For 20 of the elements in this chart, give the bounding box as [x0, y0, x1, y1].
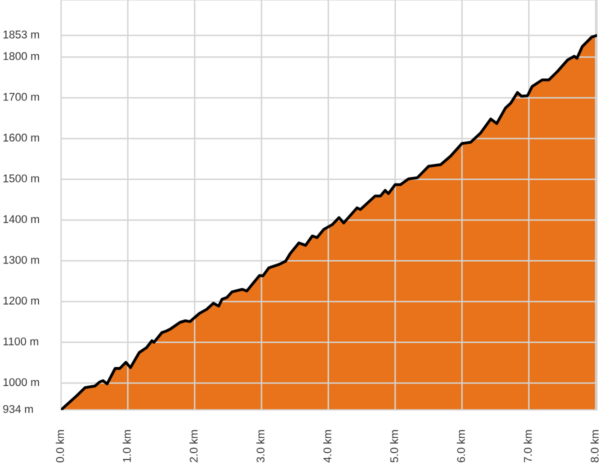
y-tick-label: 1000 m — [4, 378, 39, 386]
y-tick-label: 1400 m — [4, 215, 39, 224]
y-tick-label: 1200 m — [4, 296, 39, 305]
x-tick-label: 7.0 km — [524, 430, 532, 462]
x-tick-label: 8.0 km — [590, 430, 599, 462]
x-tick-label: 4.0 km — [323, 430, 332, 463]
x-tick-label: 5.0 km — [390, 430, 398, 462]
y-tick-label: 1500 m — [4, 174, 39, 182]
y-tick-label: 1300 m — [4, 256, 39, 264]
x-tick-label: 0.0 km — [56, 430, 64, 462]
y-tick-label: 1800 m — [4, 52, 39, 60]
y-tick-label: 1600 m — [4, 134, 39, 142]
x-tick-label: 3.0 km — [256, 430, 264, 462]
y-tick-label: 1853 m — [4, 30, 39, 38]
x-tick-label: 1.0 km — [122, 430, 131, 462]
x-tick-label: 2.0 km — [189, 430, 198, 462]
y-tick-label: 934 m — [3, 405, 33, 413]
x-tick-label: 6.0 km — [456, 430, 465, 462]
y-tick-label: 1100 m — [4, 337, 38, 346]
y-tick-label: 1700 m — [4, 92, 39, 101]
